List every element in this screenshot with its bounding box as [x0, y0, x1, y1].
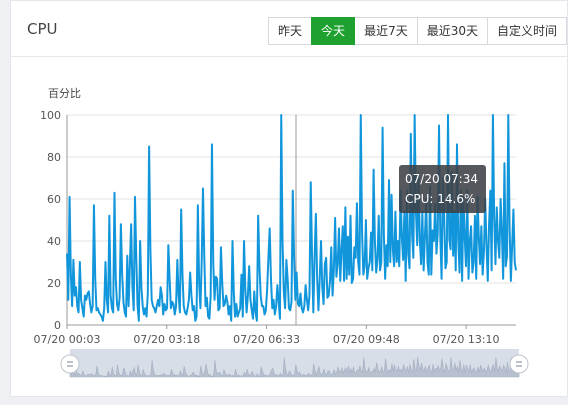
time-range-tabs: 昨天 今天 最近7天 最近30天 自定义时间	[268, 17, 567, 45]
y-axis-ticks: 0 20 40 60 80 100	[40, 109, 61, 332]
x-axis: 07/20 00:03 07/20 03:18 07/20 06:33 07/20 0…	[34, 325, 500, 346]
y-tick-label: 20	[47, 277, 61, 290]
tab-last-30-days[interactable]: 最近30天	[416, 17, 488, 45]
data-zoom-slider	[60, 349, 529, 378]
y-tick-label: 60	[47, 193, 61, 206]
x-tick-label: 07/20 00:03	[34, 333, 101, 346]
cpu-series-line	[66, 114, 517, 322]
tab-yesterday[interactable]: 昨天	[268, 17, 313, 45]
panel-title: CPU	[27, 20, 58, 38]
tab-custom-time[interactable]: 自定义时间	[486, 17, 567, 45]
x-tick-label: 07/20 03:18	[133, 333, 200, 346]
y-tick-label: 40	[47, 235, 61, 248]
zoom-handle-left[interactable]	[60, 354, 80, 374]
y-tick-label: 0	[54, 319, 61, 332]
x-tick-label: 07/20 06:33	[233, 333, 300, 346]
y-axis-label: 百分比	[48, 87, 81, 100]
tooltip-value: CPU: 14.6%	[405, 192, 476, 206]
zoom-preview-area	[69, 357, 520, 378]
tab-last-7-days[interactable]: 最近7天	[354, 17, 418, 45]
hover-tooltip: 07/20 07:34 CPU: 14.6%	[399, 165, 486, 213]
header-divider	[11, 56, 567, 57]
x-tick-label: 07/20 09:48	[333, 333, 400, 346]
x-tick-label: 07/20 13:10	[433, 333, 500, 346]
zoom-handle-right[interactable]	[509, 354, 529, 374]
tab-today[interactable]: 今天	[311, 17, 356, 45]
tooltip-time: 07/20 07:34	[405, 172, 478, 186]
y-tick-label: 100	[40, 109, 61, 122]
y-tick-label: 80	[47, 151, 61, 164]
